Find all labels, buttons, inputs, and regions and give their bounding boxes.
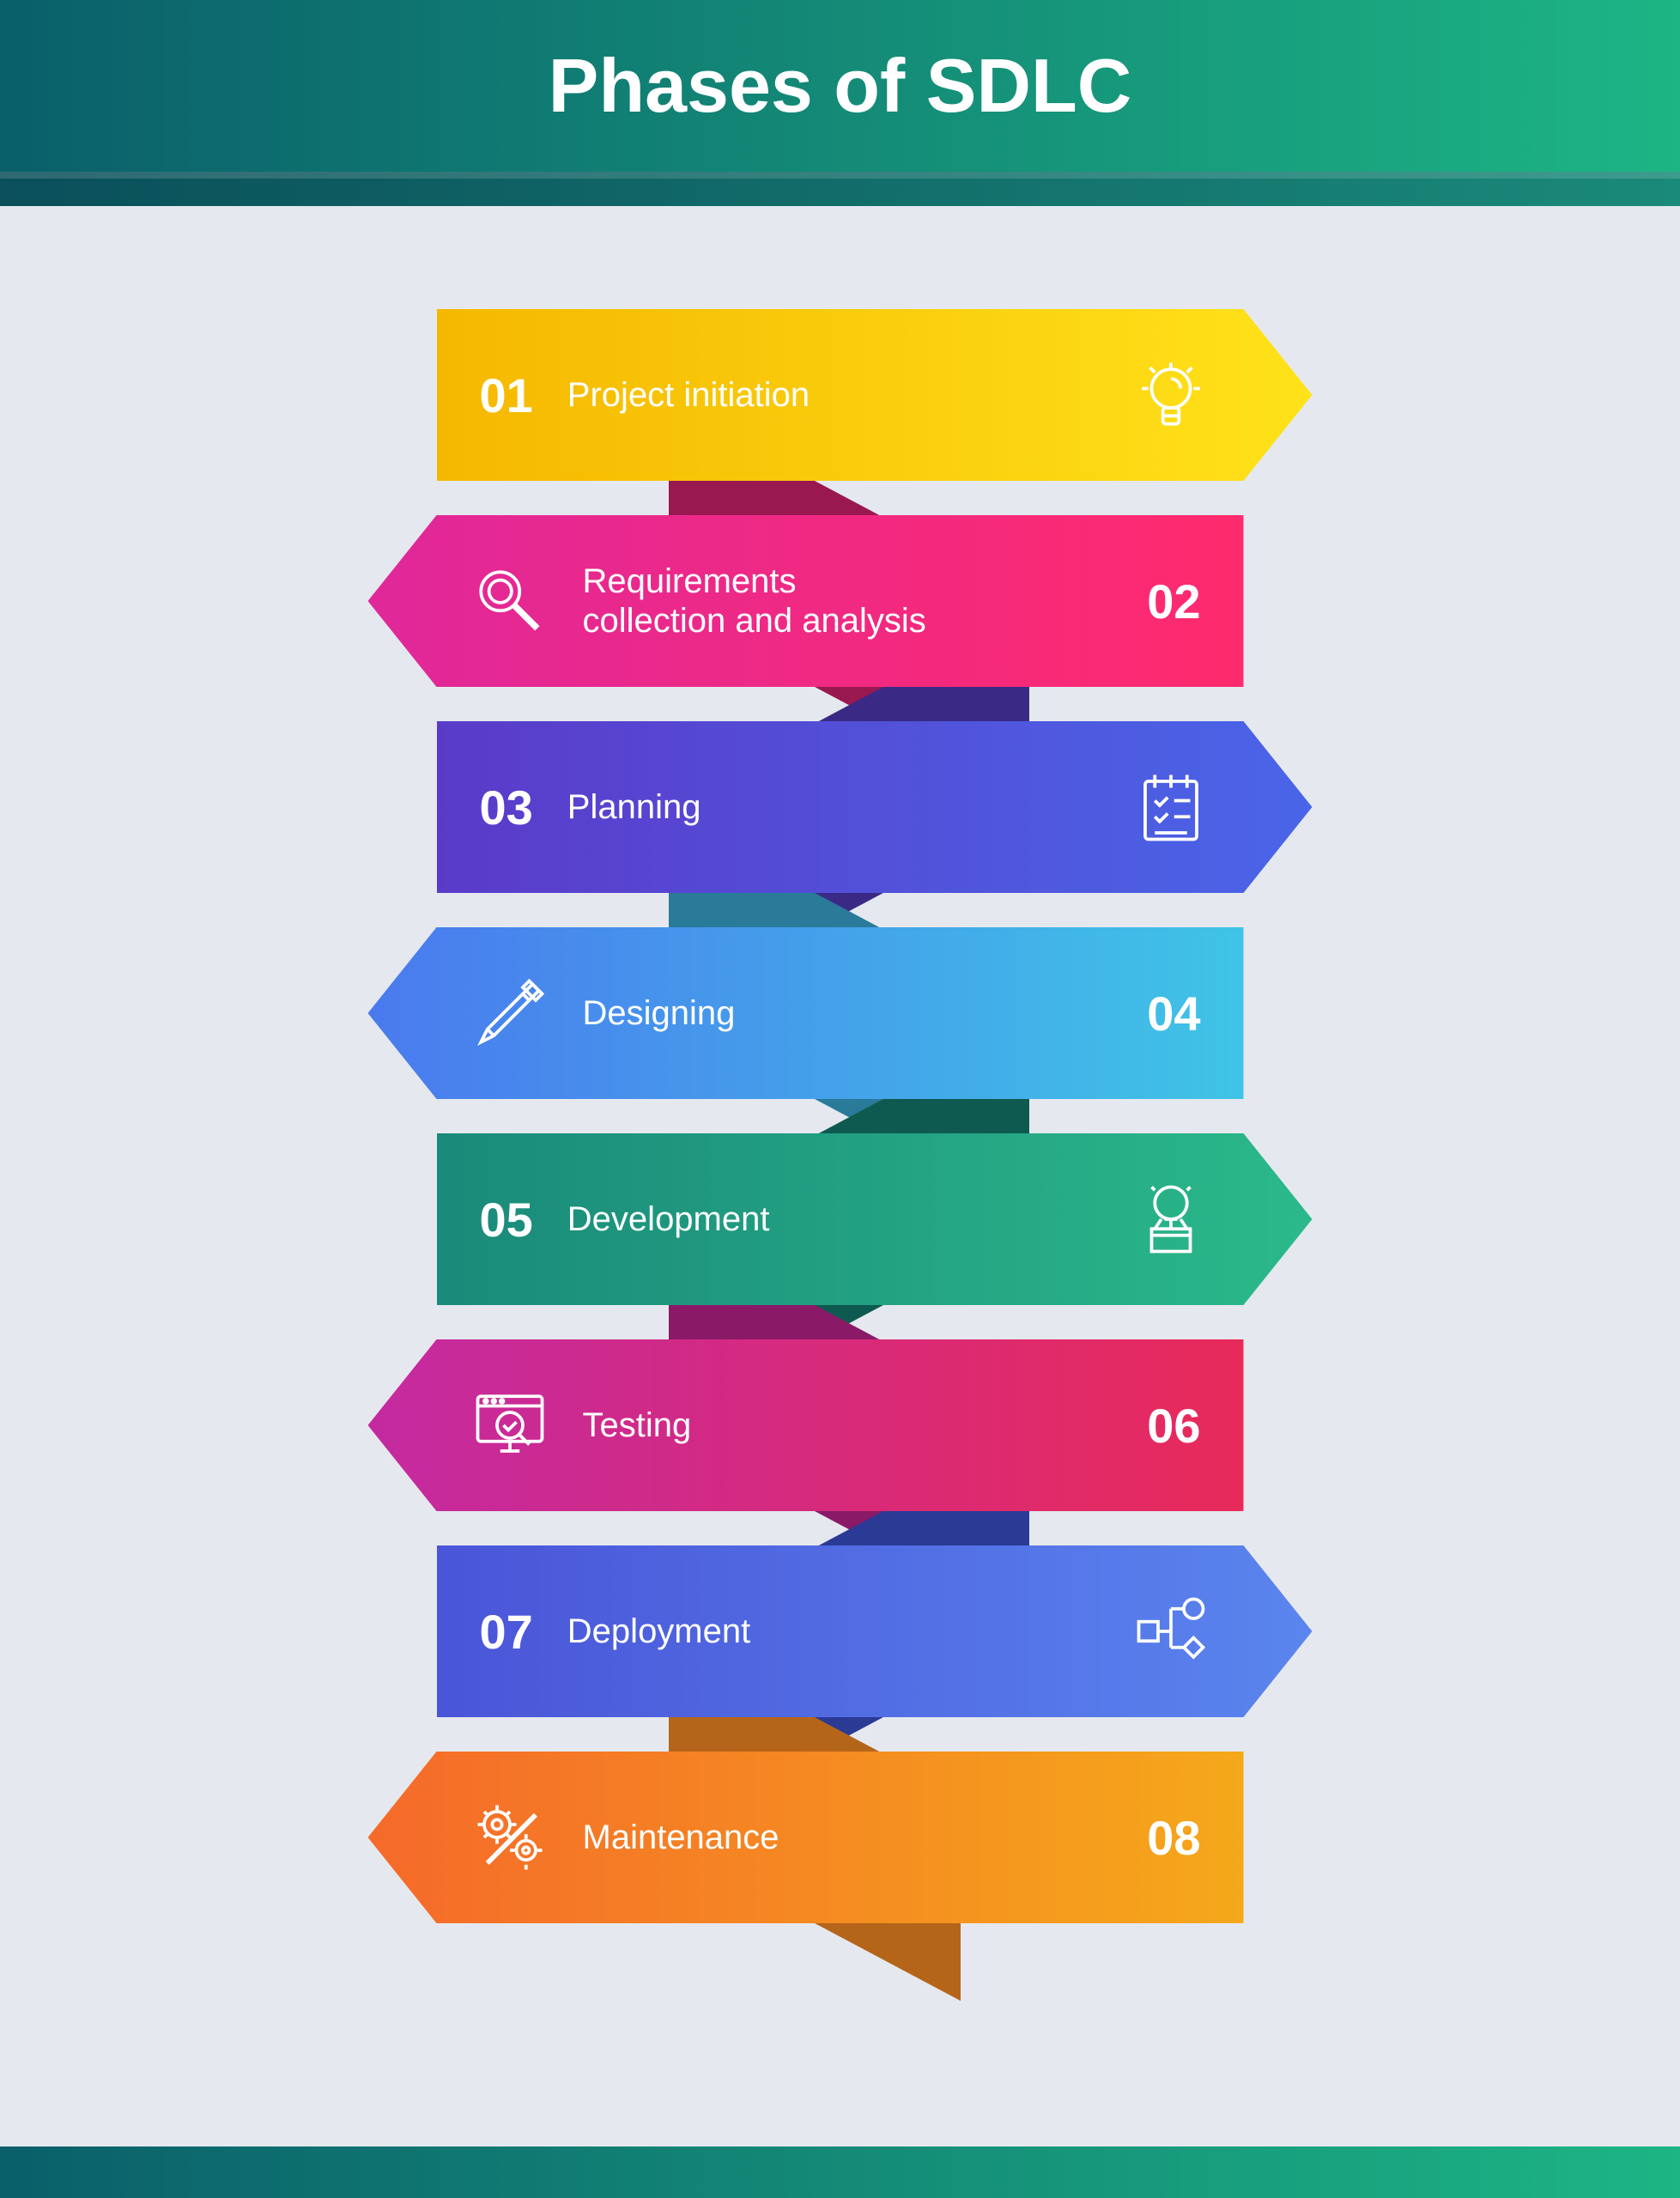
header-underbar: [0, 172, 1680, 206]
phase-number: 06: [1147, 1398, 1200, 1454]
gears-icon: [471, 1799, 549, 1876]
phase-label: Project initiation: [567, 375, 810, 415]
phase-arrow: Designing 04: [368, 927, 1244, 1099]
phase-arrow-body: Maintenance 08: [368, 1752, 1244, 1923]
phase-arrow: 01 Project initiation: [437, 309, 1313, 481]
phase-row: 05 Development: [368, 1133, 1313, 1305]
phase-number: 04: [1147, 986, 1200, 1041]
phase-label: Planning: [567, 787, 701, 827]
phase-arrow-body: 03 Planning: [437, 721, 1313, 893]
phase-arrow: 05 Development: [437, 1133, 1313, 1305]
phase-label: Maintenance: [583, 1818, 779, 1857]
phase-row: 03 Planning: [368, 721, 1313, 893]
page-title: Phases of SDLC: [549, 42, 1132, 130]
phase-number: 02: [1147, 574, 1200, 629]
phase-number: 08: [1147, 1810, 1200, 1866]
flowchart-icon: [1132, 1593, 1210, 1670]
phase-arrow: Maintenance 08: [368, 1752, 1244, 1923]
phase-number: 05: [480, 1192, 533, 1248]
phase-row: Maintenance 08: [368, 1752, 1313, 1923]
phase-arrow: 03 Planning: [437, 721, 1313, 893]
monitor-check-icon: [471, 1387, 549, 1464]
phase-label: Testing: [583, 1406, 692, 1445]
phase-label: Requirements collection and analysis: [583, 562, 943, 641]
bulb-box-icon: [1132, 1181, 1210, 1258]
phase-arrow-body: Requirements collection and analysis 02: [368, 515, 1244, 687]
phase-arrow: 07 Deployment: [437, 1545, 1313, 1717]
phase-arrow: Requirements collection and analysis 02: [368, 515, 1244, 687]
phase-row: 07 Deployment: [368, 1545, 1313, 1717]
phase-label: Deployment: [567, 1612, 750, 1651]
phase-number: 01: [480, 367, 533, 423]
phase-row: 01 Project initiation: [368, 309, 1313, 481]
phase-number: 07: [480, 1604, 533, 1660]
phase-number: 03: [480, 780, 533, 835]
phase-row: Requirements collection and analysis 02: [368, 515, 1313, 687]
footer-bar: [0, 2146, 1680, 2198]
phase-arrow-body: Designing 04: [368, 927, 1244, 1099]
header: Phases of SDLC: [0, 0, 1680, 172]
phase-label: Designing: [583, 993, 736, 1033]
checklist-icon: [1132, 768, 1210, 846]
phase-arrow: Testing 06: [368, 1339, 1244, 1511]
phase-label: Development: [567, 1199, 770, 1239]
phase-row: Testing 06: [368, 1339, 1313, 1511]
phase-arrow-body: 07 Deployment: [437, 1545, 1313, 1717]
phase-arrow-body: 01 Project initiation: [437, 309, 1313, 481]
magnifier-icon: [471, 562, 549, 640]
phases-container: 01 Project initiation Requirements collect…: [0, 206, 1680, 1958]
pencil-icon: [471, 975, 549, 1052]
phase-row: Designing 04: [368, 927, 1313, 1099]
phase-arrow-body: Testing 06: [368, 1339, 1244, 1511]
lightbulb-icon: [1132, 356, 1210, 434]
phase-arrow-body: 05 Development: [437, 1133, 1313, 1305]
